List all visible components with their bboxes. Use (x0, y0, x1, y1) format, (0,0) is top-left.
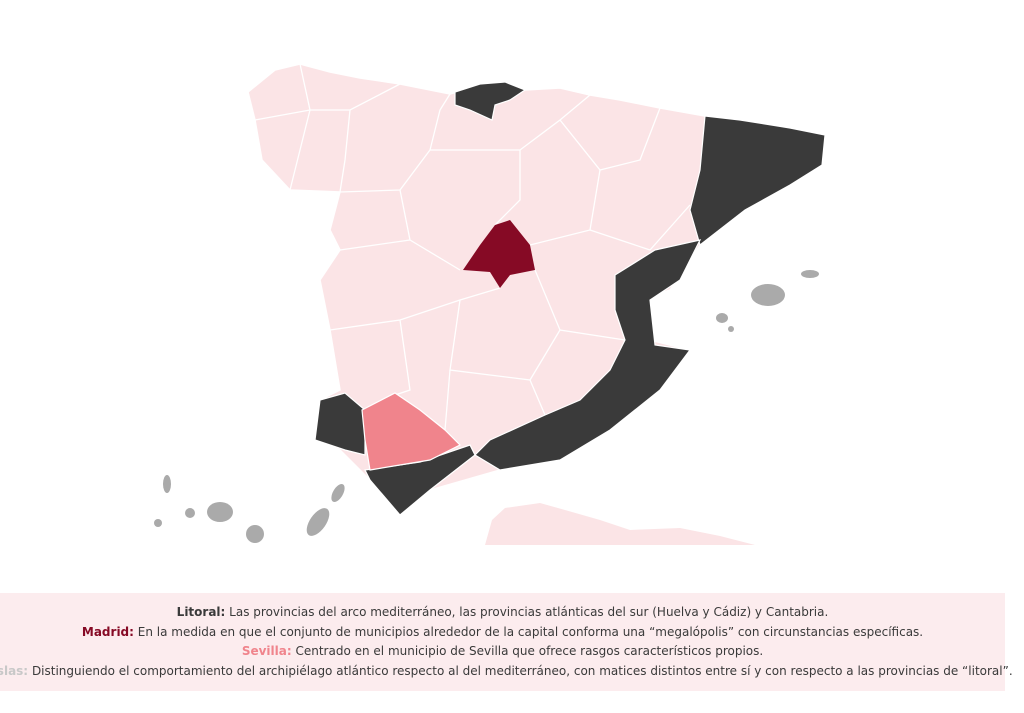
province-borders (254, 63, 691, 431)
legend-line: Sevilla: Centrado en el municipio de Sev… (242, 642, 763, 662)
madrid (463, 220, 535, 288)
legend-label: Madrid: (81, 624, 134, 639)
andalucia-sur (364, 444, 476, 516)
levante (474, 239, 702, 471)
legend-label: Sevilla: (241, 644, 292, 658)
canarias (154, 475, 345, 543)
legend-text: Centrado en el municipio de Sevilla que … (295, 644, 764, 658)
legend-line: Litoral: Las provincias del arco mediter… (177, 603, 829, 623)
legend-text: Distinguiendo el comportamiento del arch… (31, 663, 1013, 678)
legend-line: Islas: Distinguiendo el comportamiento d… (0, 662, 1013, 682)
sevilla (361, 392, 462, 471)
baleares (716, 270, 819, 332)
legend: Litoral: Las provincias del arco mediter… (0, 593, 1013, 691)
cantabria (454, 81, 527, 121)
africa-coast (485, 503, 755, 545)
cataluna (689, 115, 826, 247)
map (154, 63, 826, 545)
legend-text: En la medida en que el conjunto de munic… (137, 624, 924, 639)
legend-text: Las provincias del arco mediterráneo, la… (229, 605, 829, 619)
legend-label: Litoral: (176, 605, 226, 619)
legend-label: Islas: (0, 663, 29, 678)
legend-line: Madrid: En la medida en que el conjunto … (82, 623, 923, 643)
